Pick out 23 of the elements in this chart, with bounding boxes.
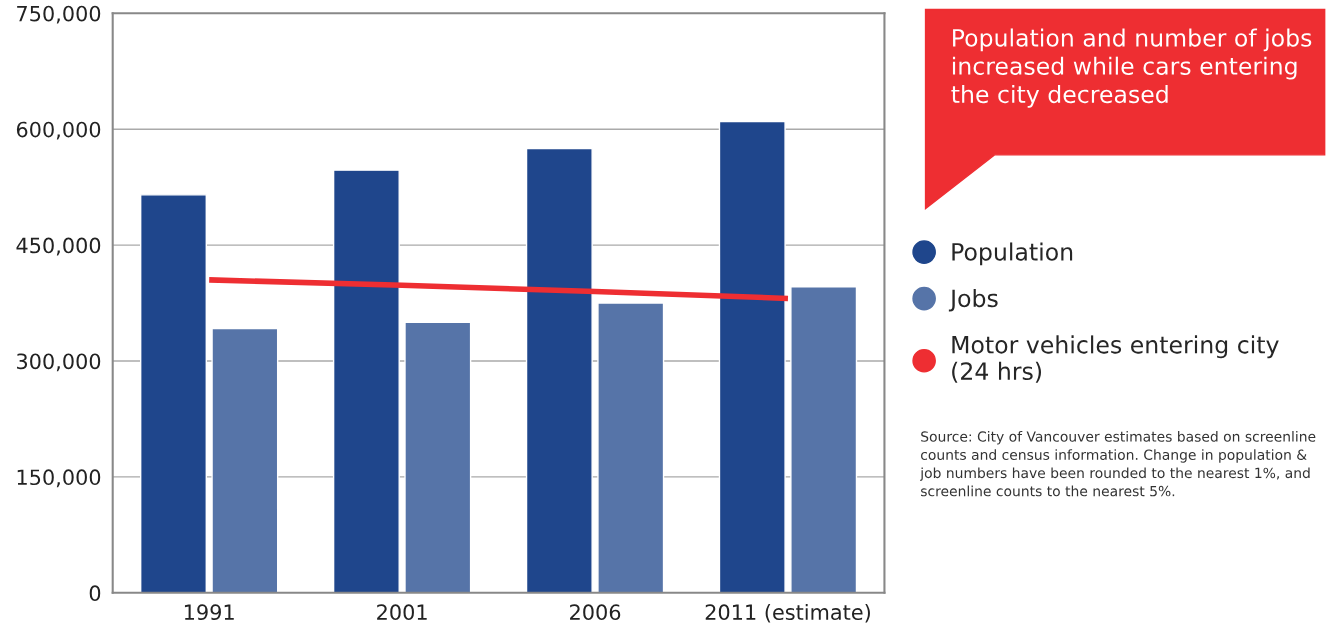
y-tick-label: 150,000: [17, 469, 101, 488]
x-tick-label: 2001: [377, 604, 427, 621]
text: Population and number of jobs increased while cars entering the city decreased: [951, 28, 1312, 108]
bar: [139, 194, 207, 593]
y-tick-label: 750,000: [17, 5, 101, 24]
x-tick-label: 2006: [570, 604, 621, 621]
y-tick-label: 450,000: [16, 237, 101, 256]
x-tick-label: 2011 (estimate): [705, 603, 870, 623]
bar: [332, 169, 400, 593]
bar: [718, 120, 786, 593]
bar: [525, 147, 593, 593]
legend-label: Motor vehicles entering city (24 hrs): [952, 335, 1279, 383]
y-tick-label: 300,000: [17, 353, 101, 372]
legend-label: Population: [952, 242, 1073, 266]
bar: [404, 321, 472, 593]
x-tick-label: 1991: [184, 604, 234, 621]
y-tick-label: 600,000: [16, 121, 101, 140]
y-tick-label: 0: [89, 585, 101, 602]
legend-label: Jobs: [948, 288, 998, 312]
bar: [597, 302, 665, 593]
source-note: Source: City of Vancouver estimates based on screenline counts and census information. Change in population & job numbers have been rounded to the nearest 1%, and screenline counts to the nearest 5%.: [919, 431, 1316, 497]
bar: [211, 327, 279, 593]
bar: [790, 286, 858, 593]
